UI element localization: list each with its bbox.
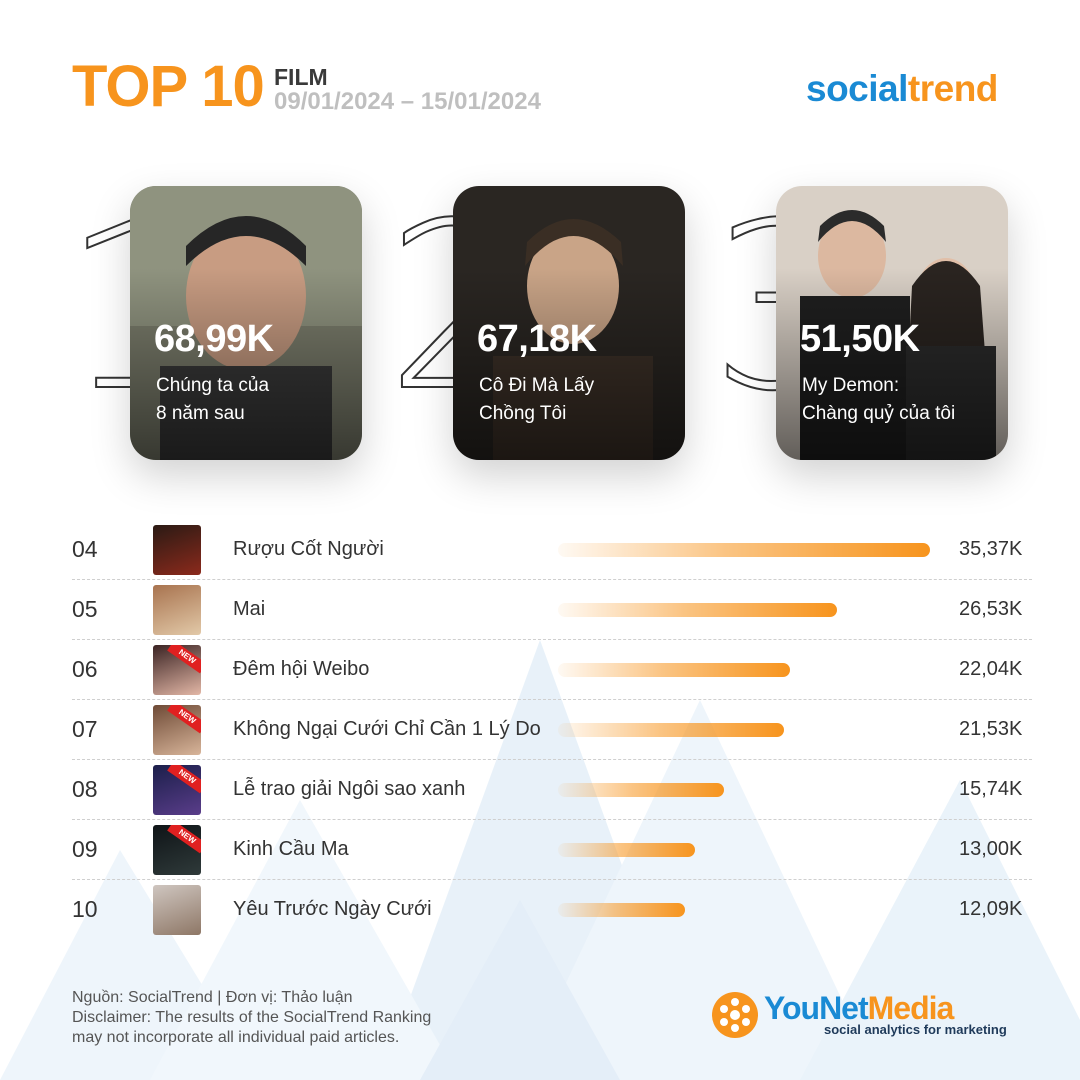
row-value: 12,09K: [959, 898, 1023, 920]
logo-tagline: social analytics for marketing: [824, 1022, 1007, 1037]
podium-card-2[interactable]: 67,18K Cô Đi Mà Lấy Chồng Tôi: [453, 186, 685, 460]
row-divider: [72, 759, 1032, 760]
row-value: 26,53K: [959, 598, 1023, 620]
brand-logo: socialtrend: [806, 68, 998, 110]
footer-disclaimer-line2: may not incorporate all individual paid …: [72, 1029, 400, 1046]
new-badge: NEW: [167, 645, 201, 674]
podium-card-3[interactable]: 51,50K My Demon: Chàng quỷ của tôi: [776, 186, 1008, 460]
value-bar: [558, 543, 930, 557]
row-value: 15,74K: [959, 778, 1023, 800]
poster-thumbnail: [153, 585, 201, 635]
row-title: Đêm hội Weibo: [233, 658, 370, 680]
row-divider: [72, 879, 1032, 880]
row-rank: 07: [72, 716, 98, 742]
podium-card-1[interactable]: 68,99K Chúng ta của 8 năm sau: [130, 186, 362, 460]
logo-word2: Media: [867, 990, 955, 1026]
date-range: 09/01/2024 – 15/01/2024: [274, 88, 541, 115]
poster-thumbnail: [153, 525, 201, 575]
younet-media-logo: YouNetMedia social analytics for marketi…: [712, 990, 1012, 1040]
row-title: Kinh Cầu Ma: [233, 838, 349, 860]
podium-title-3-line1: My Demon:: [802, 375, 900, 396]
row-rank: 06: [72, 656, 98, 682]
podium-title-1: Chúng ta của 8 năm sau: [156, 372, 356, 428]
row-rank: 04: [72, 536, 98, 562]
poster-thumbnail: NEW: [153, 825, 201, 875]
table-row[interactable]: 04 Rượu Cốt Người 35,37K: [72, 520, 1032, 580]
podium-value-2: 67,18K: [477, 318, 597, 360]
footer-source: Nguồn: SocialTrend | Đơn vị: Thảo luận: [72, 989, 353, 1006]
row-divider: [72, 819, 1032, 820]
row-rank: 08: [72, 776, 98, 802]
category-label: FILM: [274, 64, 328, 90]
row-title: Mai: [233, 598, 266, 620]
table-row[interactable]: 08 NEW Lễ trao giải Ngôi sao xanh 15,74K: [72, 760, 1032, 820]
logo-mark-icon: [712, 992, 758, 1038]
row-value: 21,53K: [959, 718, 1023, 740]
row-rank: 09: [72, 836, 98, 862]
row-title: Lễ trao giải Ngôi sao xanh: [233, 778, 466, 800]
row-rank: 05: [72, 596, 98, 622]
logo-word1: YouNet: [764, 990, 869, 1026]
table-row[interactable]: 09 NEW Kinh Cầu Ma 13,00K: [72, 820, 1032, 880]
podium-title-3-line2: Chàng quỷ của tôi: [802, 403, 956, 424]
brand-part2: trend: [907, 68, 999, 109]
poster-thumbnail: NEW: [153, 645, 201, 695]
table-row[interactable]: 10 Yêu Trước Ngày Cưới 12,09K: [72, 880, 1032, 940]
row-title: Yêu Trước Ngày Cưới: [233, 898, 432, 920]
podium-title-2: Cô Đi Mà Lấy Chồng Tôi: [479, 372, 679, 428]
podium-title-2-line2: Chồng Tôi: [479, 403, 567, 424]
value-bar: [558, 903, 685, 917]
row-divider: [72, 699, 1032, 700]
row-value: 13,00K: [959, 838, 1023, 860]
row-title: Rượu Cốt Người: [233, 538, 384, 560]
podium-title-1-line1: Chúng ta của: [156, 375, 270, 396]
new-badge: NEW: [167, 825, 201, 854]
new-badge: NEW: [167, 705, 201, 734]
poster-thumbnail: NEW: [153, 765, 201, 815]
podium-value-3: 51,50K: [800, 318, 920, 360]
table-row[interactable]: 07 NEW Không Ngại Cưới Chỉ Cần 1 Lý Do 21,5…: [72, 700, 1032, 760]
table-row[interactable]: 06 NEW Đêm hội Weibo 22,04K: [72, 640, 1032, 700]
row-value: 22,04K: [959, 658, 1023, 680]
value-bar: [558, 843, 695, 857]
new-badge: NEW: [167, 765, 201, 794]
row-value: 35,37K: [959, 538, 1023, 560]
poster-thumbnail: NEW: [153, 705, 201, 755]
row-divider: [72, 639, 1032, 640]
podium-value-1: 68,99K: [154, 318, 274, 360]
value-bar: [558, 603, 837, 617]
row-divider: [72, 579, 1032, 580]
value-bar: [558, 783, 724, 797]
podium-title-2-line1: Cô Đi Mà Lấy: [479, 375, 595, 396]
footer-note: Nguồn: SocialTrend | Đơn vị: Thảo luận D…: [72, 988, 431, 1048]
brand-part1: social: [806, 68, 908, 109]
row-title: Không Ngại Cưới Chỉ Cần 1 Lý Do: [233, 718, 541, 740]
page-title: TOP 10: [72, 54, 265, 119]
poster-thumbnail: [153, 885, 201, 935]
value-bar: [558, 663, 790, 677]
podium-title-3: My Demon: Chàng quỷ của tôi: [802, 372, 1002, 428]
table-row[interactable]: 05 Mai 26,53K: [72, 580, 1032, 640]
background-mountains: [0, 640, 1080, 1080]
row-rank: 10: [72, 896, 98, 922]
podium-title-1-line2: 8 năm sau: [156, 403, 245, 424]
footer-disclaimer-line1: Disclaimer: The results of the SocialTre…: [72, 1009, 432, 1026]
value-bar: [558, 723, 784, 737]
